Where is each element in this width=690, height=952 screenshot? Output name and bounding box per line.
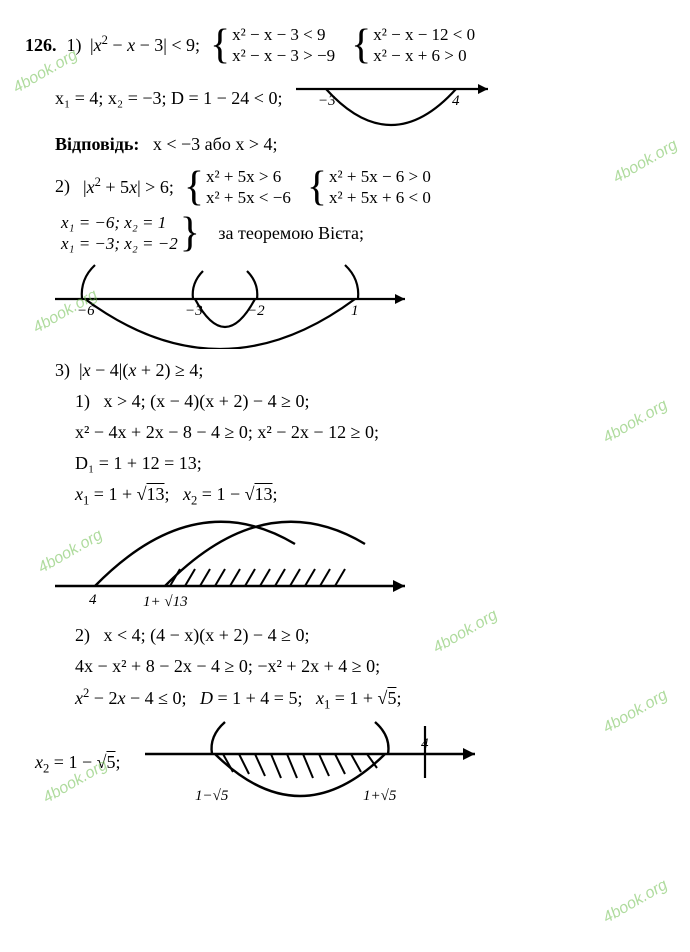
- part1-answer: Відповідь: x < −3 або x > 4;: [25, 131, 665, 158]
- p2-sysA-bot: x² + 5x < −6: [206, 187, 291, 208]
- p3-c1-header: 1) x > 4; (x − 4)(x + 2) − 4 ≥ 0;: [25, 388, 665, 415]
- p2-sysB-top: x² + 5x − 6 > 0: [329, 166, 431, 187]
- part2-roots: x₁ = −6; x₂ = 1 x₁ = −3; x₂ = −2 } за те…: [25, 212, 665, 255]
- p2-vieta-note: за теоремою Вієта;: [218, 220, 364, 247]
- p2-roots-row2: x₁ = −3; x₂ = −2: [61, 233, 178, 254]
- part2-diagram: −6 −3 −2 1: [55, 259, 415, 349]
- part1-systemB: { x² − x − 12 < 0 x² − x + 6 > 0: [351, 24, 475, 67]
- part3-case1-diagram: 4 1+ √13: [55, 514, 415, 614]
- p2-sysB-bot: x² + 5x + 6 < 0: [329, 187, 431, 208]
- p3-c1-l4: x1 = 1 + √13; x2 = 1 − √13;: [25, 481, 665, 510]
- part1-roots: x₁ = 4; x₂ = −3; D = 1 − 24 < 0;: [55, 85, 282, 112]
- part3-statement: 3) |x − 4|(x + 2) ≥ 4;: [25, 357, 665, 384]
- part2-systemA: { x² + 5x > 6 x² + 5x < −6: [184, 166, 291, 209]
- part2-label: 2): [55, 173, 70, 200]
- svg-text:−2: −2: [247, 303, 265, 319]
- part3-label: 3): [55, 360, 70, 380]
- p3-c1-h: x > 4; (x − 4)(x + 2) − 4 ≥ 0;: [104, 391, 310, 411]
- part1-roots-row: x₁ = 4; x₂ = −3; D = 1 − 24 < 0; −3 4: [25, 71, 665, 127]
- answer-text: x < −3 або x > 4;: [153, 134, 278, 154]
- part2-systemB: { x² + 5x − 6 > 0 x² + 5x + 6 < 0: [307, 166, 431, 209]
- p3-c2-label: 2): [75, 625, 90, 645]
- part1-label: 1): [67, 32, 82, 59]
- p3-c2-header: 2) x < 4; (4 − x)(x + 2) − 4 ≥ 0;: [25, 622, 665, 649]
- svg-text:−3: −3: [185, 303, 203, 319]
- svg-text:4: 4: [89, 592, 97, 608]
- part1-row: 126. 1) x2 − x − 3 < 9; { x² − x − 3 < 9…: [25, 24, 665, 67]
- part2-row: 2) x2 + 5x > 6; { x² + 5x > 6 x² + 5x < …: [25, 166, 665, 209]
- sysB-top: x² − x − 12 < 0: [373, 24, 475, 45]
- p2-roots-row1: x₁ = −6; x₂ = 1: [61, 212, 178, 233]
- problem-number: 126.: [25, 32, 57, 59]
- p3-c2-h: x < 4; (4 − x)(x + 2) − 4 ≥ 0;: [104, 625, 310, 645]
- p3-c1-l2: x² − 4x + 2x − 8 − 4 ≥ 0; x² − 2x − 12 ≥…: [25, 419, 665, 446]
- sysA-top: x² − x − 3 < 9: [232, 24, 335, 45]
- svg-text:1+√5: 1+√5: [363, 788, 397, 804]
- svg-text:1+ √13: 1+ √13: [143, 594, 188, 610]
- p3-c2-l4-row: x2 = 1 − √5; 1−√5 1+√5 4: [25, 718, 665, 808]
- svg-text:−6: −6: [77, 303, 95, 319]
- p3-c1-l3: D₁ = 1 + 12 = 13;: [25, 450, 665, 477]
- part1-diagram: −3 4: [296, 71, 496, 127]
- sysB-bot: x² − x + 6 > 0: [373, 45, 475, 66]
- svg-text:1: 1: [351, 303, 359, 319]
- p3-c2-l3: x2 − 2x − 4 ≤ 0; D = 1 + 4 = 5; x1 = 1 +…: [25, 684, 665, 714]
- svg-text:−3: −3: [318, 93, 336, 109]
- answer-label: Відповідь:: [55, 134, 139, 154]
- svg-text:1−√5: 1−√5: [195, 788, 229, 804]
- p2-sysA-top: x² + 5x > 6: [206, 166, 291, 187]
- part3-case2-diagram: 1−√5 1+√5 4: [145, 718, 485, 808]
- watermark: 4book.org: [599, 874, 673, 930]
- p3-c1-label: 1): [75, 391, 90, 411]
- p3-c2-l2: 4x − x² + 8 − 2x − 4 ≥ 0; −x² + 2x + 4 ≥…: [25, 653, 665, 680]
- svg-text:4: 4: [452, 93, 460, 109]
- part1-systemA: { x² − x − 3 < 9 x² − x − 3 > −9: [210, 24, 335, 67]
- sysA-bot: x² − x − 3 > −9: [232, 45, 335, 66]
- svg-text:4: 4: [421, 736, 429, 752]
